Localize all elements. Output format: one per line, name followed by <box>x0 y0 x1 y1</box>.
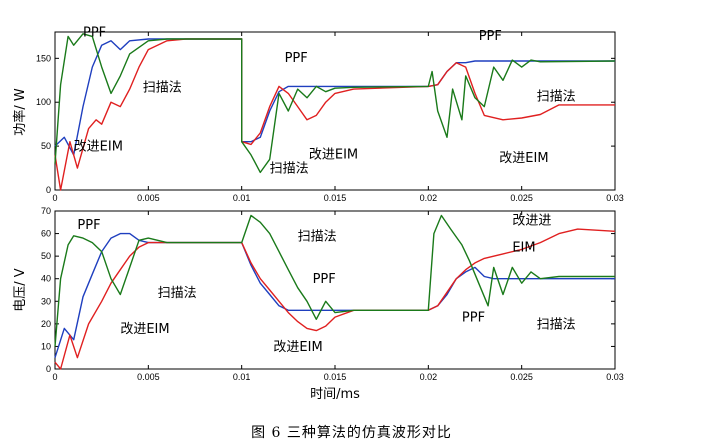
annotation-label: 改进EIM <box>309 147 358 162</box>
series-line-top <box>54 33 616 174</box>
annotation-label: 扫描法 <box>298 229 337 244</box>
x-tick-label: 0.005 <box>137 372 160 382</box>
annotation-label: 改进EIM <box>499 151 548 166</box>
annotation-label: 扫描法 <box>158 286 197 301</box>
y-tick-label: 10 <box>41 341 51 351</box>
y-tick-label: 40 <box>41 274 51 284</box>
y-tick-label: 0 <box>46 185 51 195</box>
annotation-label: 改进EIM <box>120 322 169 337</box>
annotation-label: PPF <box>77 218 100 233</box>
y-axis-label-bottom: 电压/ V <box>13 268 28 312</box>
annotation-label: EIM <box>512 241 535 256</box>
y-tick-label: 20 <box>41 319 51 329</box>
y-tick-label: 50 <box>41 251 51 261</box>
annotation-label: 改进EIM <box>273 340 322 355</box>
annotation-label: PPF <box>462 311 485 326</box>
y-tick-label: 60 <box>41 229 51 239</box>
series-line-bottom <box>54 228 616 370</box>
annotation-label: 扫描法 <box>537 317 576 332</box>
plot-frame-top <box>54 31 616 191</box>
series-line-bottom <box>54 214 615 347</box>
series-line-top <box>54 38 615 191</box>
annotation-label: PPF <box>83 25 106 40</box>
annotation-label: PPF <box>285 51 308 66</box>
y-tick-label: 100 <box>36 97 51 107</box>
y-tick-label: 30 <box>41 296 51 306</box>
chart-bottom: 0 0.005 0.01 0.015 0.02 0.025 0.03 0 10 20 30 40 50 6… <box>13 206 624 402</box>
x-tick-label: 0.025 <box>510 193 533 203</box>
x-tick-label: 0.025 <box>510 372 533 382</box>
x-tick-label: 0.03 <box>606 372 624 382</box>
x-tick-label: 0.015 <box>324 193 347 203</box>
y-tick-label: 0 <box>46 364 51 374</box>
y-axis-label-top: 功率/ W <box>12 88 28 136</box>
x-tick-label: 0.02 <box>420 193 438 203</box>
x-tick-label: 0.01 <box>233 372 251 382</box>
x-tick-label: 0 <box>52 372 57 382</box>
annotation-label: PPF <box>479 29 502 44</box>
y-tick-label: 150 <box>36 53 51 63</box>
annotation-label: PPF <box>313 272 336 287</box>
x-tick-label: 0.015 <box>324 372 347 382</box>
annotation-label: 扫描法 <box>143 81 182 96</box>
series-line-bottom <box>54 232 615 358</box>
plot-frame-bottom <box>54 210 616 370</box>
x-tick-label: 0.01 <box>233 193 251 203</box>
y-tick-label: 70 <box>41 206 51 216</box>
annotation-label: 扫描法 <box>270 161 309 176</box>
figure-caption: 图 6 三种算法的仿真波形对比 <box>251 425 452 441</box>
chart-top: 0 0.005 0.01 0.015 0.02 0.025 0.03 0 50 100 150 PP… <box>12 25 624 203</box>
y-tick-label: 50 <box>41 141 51 151</box>
annotation-label: 改进EIM <box>74 140 123 155</box>
x-axis-label: 时间/ms <box>310 387 360 402</box>
x-tick-label: 0.02 <box>420 372 438 382</box>
x-tick-label: 0.03 <box>606 193 624 203</box>
annotation-label: 改进进 <box>512 214 551 229</box>
annotation-label: 扫描法 <box>537 89 576 104</box>
x-tick-label: 0 <box>52 193 57 203</box>
x-tick-label: 0.005 <box>137 193 160 203</box>
